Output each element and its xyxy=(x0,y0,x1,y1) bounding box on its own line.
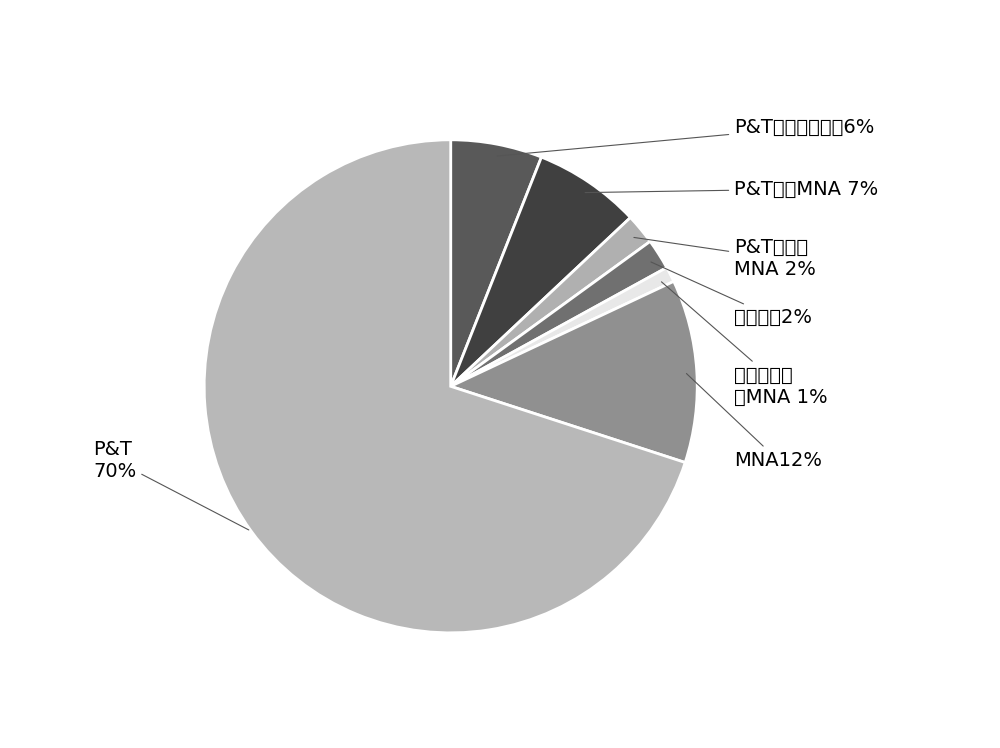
Wedge shape xyxy=(451,140,541,386)
Wedge shape xyxy=(451,268,674,386)
Wedge shape xyxy=(451,157,630,386)
Text: P&T原位和
MNA 2%: P&T原位和 MNA 2% xyxy=(634,237,816,279)
Wedge shape xyxy=(451,281,697,462)
Text: MNA12%: MNA12% xyxy=(686,373,822,470)
Text: P&T联合MNA 7%: P&T联合MNA 7% xyxy=(585,180,878,199)
Text: 原位处理联
合MNA 1%: 原位处理联 合MNA 1% xyxy=(661,282,828,407)
Wedge shape xyxy=(451,218,650,386)
Wedge shape xyxy=(204,140,685,633)
Text: P&T
70%: P&T 70% xyxy=(93,440,249,530)
Text: P&T联合原位处理6%: P&T联合原位处理6% xyxy=(497,118,875,156)
Text: 原位处理2%: 原位处理2% xyxy=(651,262,812,327)
Wedge shape xyxy=(451,242,667,386)
